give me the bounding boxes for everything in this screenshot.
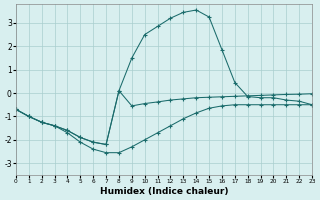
X-axis label: Humidex (Indice chaleur): Humidex (Indice chaleur) bbox=[100, 187, 228, 196]
